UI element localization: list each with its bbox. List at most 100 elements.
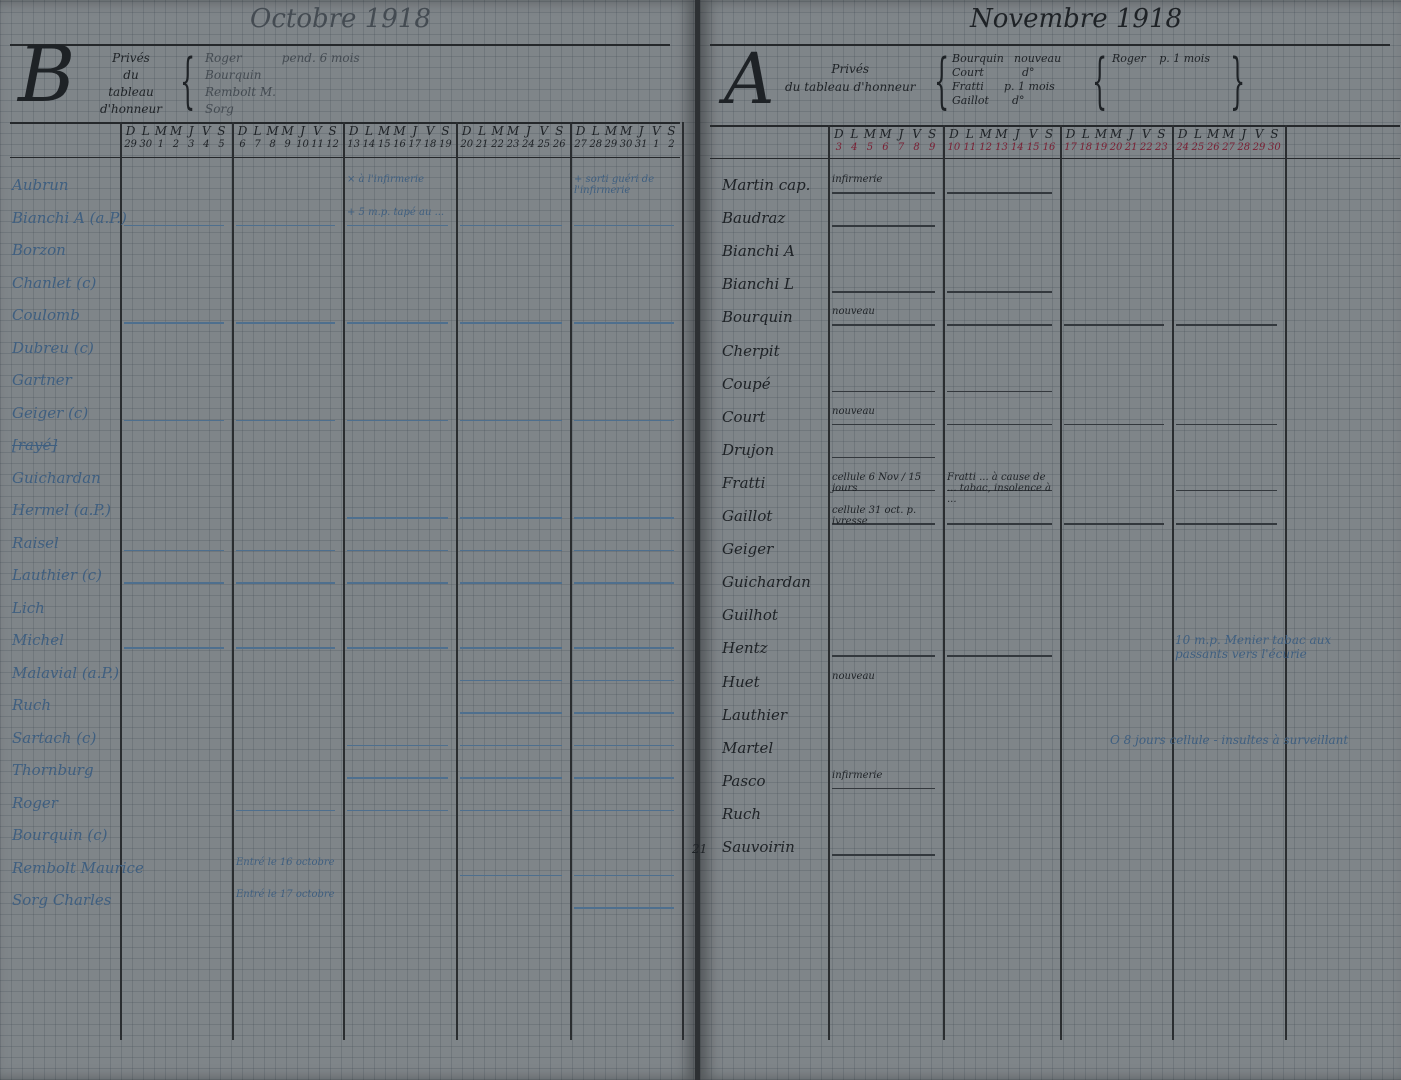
row-name: Lauthier (c) [12,566,102,584]
row-name: Fratti [722,473,766,492]
day-letter: M [506,124,520,138]
privation-note: d° [1022,66,1035,79]
absence-mark [832,854,935,856]
day-date: 4 [851,142,858,153]
row-name: Raisel [12,533,59,552]
day-date: 12 [979,142,992,153]
absence-mark [460,874,562,876]
absence-mark [574,744,674,746]
column-line [1060,125,1062,1040]
day-date: 30 [1267,142,1281,153]
privation-note: p. 1 mois [1159,52,1210,65]
absence-mark [574,907,674,909]
day-letter: L [364,124,373,138]
absence-mark [460,744,562,746]
absence-mark [1176,423,1277,426]
day-letter: D [461,124,472,138]
right-page-november: Novembre 1918 A Privés du tableau d'honn… [692,0,1401,1080]
day-letter: S [928,127,937,141]
row-name: Guichardan [12,468,101,487]
privation-name: Fratti [952,80,984,93]
row-name: Bianchi L [722,275,795,294]
day-date: 24 [1176,142,1189,153]
row-name: Bianchi A (a.P.) [12,208,127,227]
day-date: 9 [928,142,936,153]
day-letter: L [1081,127,1090,141]
day-letter: V [1141,127,1151,141]
row-number: 21 [692,842,708,856]
day-date: 6 [239,139,246,150]
month-title: Octobre 1918 [250,4,431,34]
day-letter: V [313,124,322,138]
day-date: 29 [604,139,618,150]
day-letter: L [478,124,487,138]
day-date: 26 [552,139,566,150]
day-letter: L [1193,127,1202,141]
absence-mark [347,224,448,226]
row-name: Hentz [722,639,768,658]
left-page-october: Octobre 1918 B Privés du tableau d'honne… [0,0,696,1080]
day-date: 28 [589,139,603,150]
day-date: 10 [296,139,309,150]
day-letter: J [412,124,418,138]
day-date: 2 [172,139,180,150]
absence-mark [347,549,448,551]
row-note: cellule 31 oct. p. ivresse [832,505,917,527]
day-letter: S [217,124,226,138]
row-name: Coulomb [12,306,80,324]
privation-name: Court [952,66,984,79]
day-letter: M [979,127,992,141]
column-line [343,122,345,1040]
day-letter: L [253,124,262,138]
absence-mark [124,549,224,551]
label-line: Privés [831,62,870,76]
absence-mark [947,324,1052,326]
absence-mark [947,291,1052,293]
privation-name: Roger [205,51,242,65]
row-name: Lich [12,598,45,617]
day-letter: J [1014,127,1020,141]
absence-mark [574,777,674,779]
day-date: 23 [506,139,520,150]
absence-mark [347,582,448,584]
privation-note: nouveau [1014,52,1062,65]
day-letter: S [555,124,564,138]
absence-mark [124,224,224,226]
row-name: Huet [722,672,760,691]
row-name: Bourquin [722,308,793,327]
day-letter: M [619,124,633,138]
day-date: 12 [326,139,339,150]
divider [710,125,1400,127]
absence-mark [832,456,935,459]
day-letter: M [281,124,294,138]
row-name: Thornburg [12,761,94,779]
row-name: [rayé] [12,436,58,454]
day-letter: M [604,124,617,138]
privation-item: Rembolt M. [205,84,360,101]
row-name: Aubrun [12,176,69,194]
absence-mark [124,647,224,649]
row-name: Bourquin (c) [12,826,108,844]
day-date: 18 [1079,142,1093,153]
day-letter: V [651,124,661,138]
absence-mark [832,655,935,657]
label-line: du tableau d'honneur [785,80,916,94]
brace: { [180,46,196,116]
day-letter: V [425,124,435,138]
absence-mark [574,874,674,876]
absence-mark [124,419,224,421]
absence-mark [460,712,562,714]
divider [10,157,680,158]
absence-mark [236,549,335,551]
row-note: Fratti ... à cause de ... tabac, insolen… [947,471,1052,505]
row-name: Martel [722,738,774,757]
day-date: 20 [1109,142,1123,153]
row-note: + 5 m.p. tapé au ... [347,206,445,218]
day-date: 8 [269,139,276,150]
absence-mark [347,744,448,746]
brace: } [1230,46,1246,116]
